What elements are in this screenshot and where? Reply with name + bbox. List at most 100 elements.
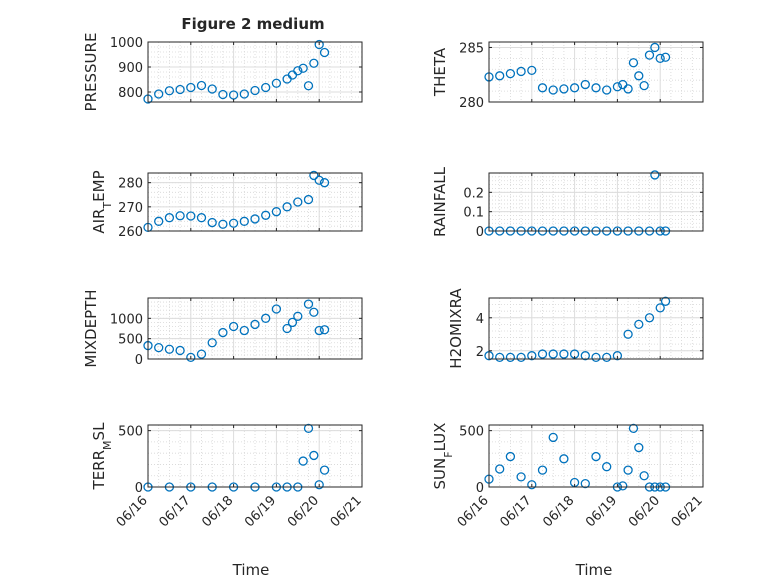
data-point [271,78,282,88]
data-point [154,342,164,353]
data-point [164,344,175,354]
y-tick-label: 0 [476,481,484,496]
data-point [628,58,639,68]
y-axis-label: AIRTEMP [90,170,114,233]
data-point [314,480,324,490]
chart-panel-4: 0 0.1 0.2 RAINFALL [431,166,704,240]
data-point [319,325,330,335]
chart-panel-8: 0 500 06/16 06/17 06/18 06/19 06/20 06/21 SUNFLU… [431,423,706,531]
data-point [495,71,505,81]
data-point [303,194,314,205]
data-point [505,68,516,79]
data-point [319,465,330,475]
data-point [186,82,196,93]
data-point [239,89,249,99]
data-point [207,217,217,228]
y-axis-label: PRESSURE [82,33,100,112]
data-point [303,299,314,309]
x-tick-label: 06/18 [540,493,577,530]
data-point [309,58,319,68]
chart-panel-1: 800 900 1000 PRESSURE [82,33,363,112]
data-point [660,52,671,62]
data-point [639,80,649,91]
y-tick-label: 1000 [110,312,143,327]
y-tick-label: 285 [459,41,484,56]
data-point [250,319,260,330]
data-point [271,304,282,314]
data-point [623,329,633,339]
data-point [319,47,330,58]
axes-box [147,424,363,488]
axes-box [488,297,704,360]
data-point [612,351,623,361]
y-tick-label: 260 [118,225,143,240]
y-tick-label: 0.2 [463,186,484,201]
data-point [261,82,271,93]
y-tick-label: 0 [476,225,484,240]
data-point [218,219,228,229]
data-point [602,462,612,472]
x-tick-label: 06/16 [455,493,492,530]
data-point [591,83,601,93]
data-point [527,351,537,361]
data-point [228,218,239,228]
data-point [516,472,526,482]
data-point [548,432,558,443]
data-point [559,84,569,94]
data-point [154,89,164,99]
x-tick-label: 06/20 [285,493,322,530]
data-point [250,214,260,224]
data-point [271,207,282,217]
chart-panel-5: 0 500 1000 MIXDEPTH [82,289,363,368]
chart-panel-2: 280 285 THETA [431,41,704,111]
axes-box [488,424,704,488]
axes-box [147,172,363,232]
chart-panel-7: 0 500 06/16 06/17 06/18 06/19 06/20 06/21 TERRMS… [90,422,365,530]
data-point [527,65,537,76]
x-axis-label-left: Time [232,561,270,579]
data-point [186,211,196,221]
x-tick-label: 06/21 [669,493,706,530]
data-point [495,352,505,363]
y-tick-label: 800 [118,86,143,101]
data-point [537,83,548,93]
data-point [175,211,185,221]
data-point [548,349,558,359]
axes-box [147,41,363,103]
data-point [239,325,249,336]
x-tick-label: 06/17 [157,493,194,530]
data-point [218,327,228,338]
data-point [314,175,324,185]
data-point [293,197,303,207]
data-point [309,170,319,181]
axes-box [147,297,363,360]
y-axis-label: RAINFALL [431,166,449,237]
data-point [580,478,590,489]
data-point [639,471,649,481]
data-point [309,307,319,317]
y-tick-label: 500 [118,333,143,348]
data-point [655,303,665,313]
data-point [623,465,633,475]
data-point [505,451,516,462]
data-point [196,213,207,223]
data-point [505,352,516,363]
data-point [660,296,671,306]
x-tick-label: 06/17 [498,493,535,530]
y-tick-label: 270 [118,201,143,216]
plot-area [489,173,703,231]
data-point [537,349,548,359]
data-point [261,313,271,323]
y-tick-label: 2 [476,345,484,360]
y-tick-label: 500 [118,425,143,440]
y-axis-label: H2OMIXRA [447,288,465,369]
y-tick-label: 280 [459,96,484,111]
data-point [650,170,660,180]
data-point [303,81,314,91]
data-point [164,213,175,223]
data-point [527,480,537,490]
data-point [628,423,639,434]
data-point [591,352,601,363]
data-point [164,86,175,96]
y-tick-label: 1000 [110,36,143,51]
